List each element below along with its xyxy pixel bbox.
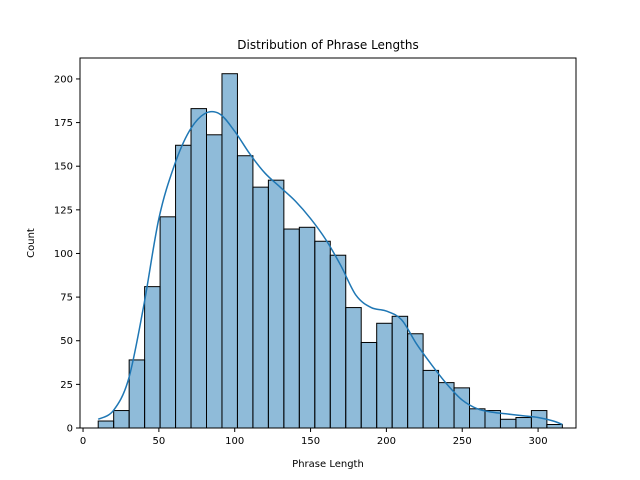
y-tick-label: 125 (54, 205, 73, 216)
x-tick-label: 100 (225, 436, 244, 447)
histogram-bar (407, 333, 424, 429)
x-tick-label: 150 (301, 436, 320, 447)
y-tick-label: 175 (54, 118, 73, 129)
histogram-bar (175, 144, 192, 429)
histogram-bar (283, 228, 300, 429)
histogram-bar (190, 108, 208, 429)
histogram-bar (422, 369, 440, 429)
x-tick-label: 200 (377, 436, 396, 447)
y-axis-ticks: 0 25 50 75 100 125 150 175 200 (54, 74, 80, 435)
histogram-bar (221, 73, 238, 429)
kde-curve (97, 110, 563, 426)
histogram-bar (236, 155, 254, 429)
histogram-bar (499, 418, 517, 429)
bars-group (97, 73, 563, 429)
y-tick-label: 150 (54, 162, 73, 173)
histogram-bar (376, 322, 393, 429)
x-tick-label: 50 (153, 436, 166, 447)
histogram-bar (329, 254, 347, 429)
histogram-bar (515, 417, 532, 429)
y-tick-label: 25 (60, 380, 73, 391)
histogram-bar (97, 420, 115, 429)
y-tick-label: 75 (60, 293, 73, 304)
y-tick-label: 0 (67, 424, 73, 435)
histogram-bar (159, 216, 177, 429)
histogram-bar (546, 424, 563, 429)
chart-title: Distribution of Phrase Lengths (237, 38, 418, 52)
y-axis-label: Count (26, 228, 37, 258)
plot-frame (79, 57, 577, 429)
histogram-bar (206, 134, 223, 429)
x-tick-label: 300 (529, 436, 548, 447)
histogram-bar (113, 410, 130, 429)
histogram-bar (469, 408, 486, 429)
histogram-bar (144, 286, 161, 429)
y-tick-label: 200 (54, 74, 73, 85)
x-tick-label: 0 (80, 436, 86, 447)
histogram-bar (314, 240, 331, 429)
histogram-bar (298, 226, 316, 429)
histogram-bar (391, 315, 409, 429)
histogram-bar (345, 307, 362, 429)
y-tick-label: 100 (54, 249, 73, 260)
x-axis-ticks: 0 50 100 150 200 250 300 (80, 428, 548, 447)
histogram-bar (252, 186, 269, 429)
histogram-bar (267, 179, 285, 429)
x-tick-label: 250 (453, 436, 472, 447)
y-tick-label: 50 (60, 336, 73, 347)
histogram-bar (360, 341, 378, 429)
x-axis-label: Phrase Length (292, 459, 364, 470)
